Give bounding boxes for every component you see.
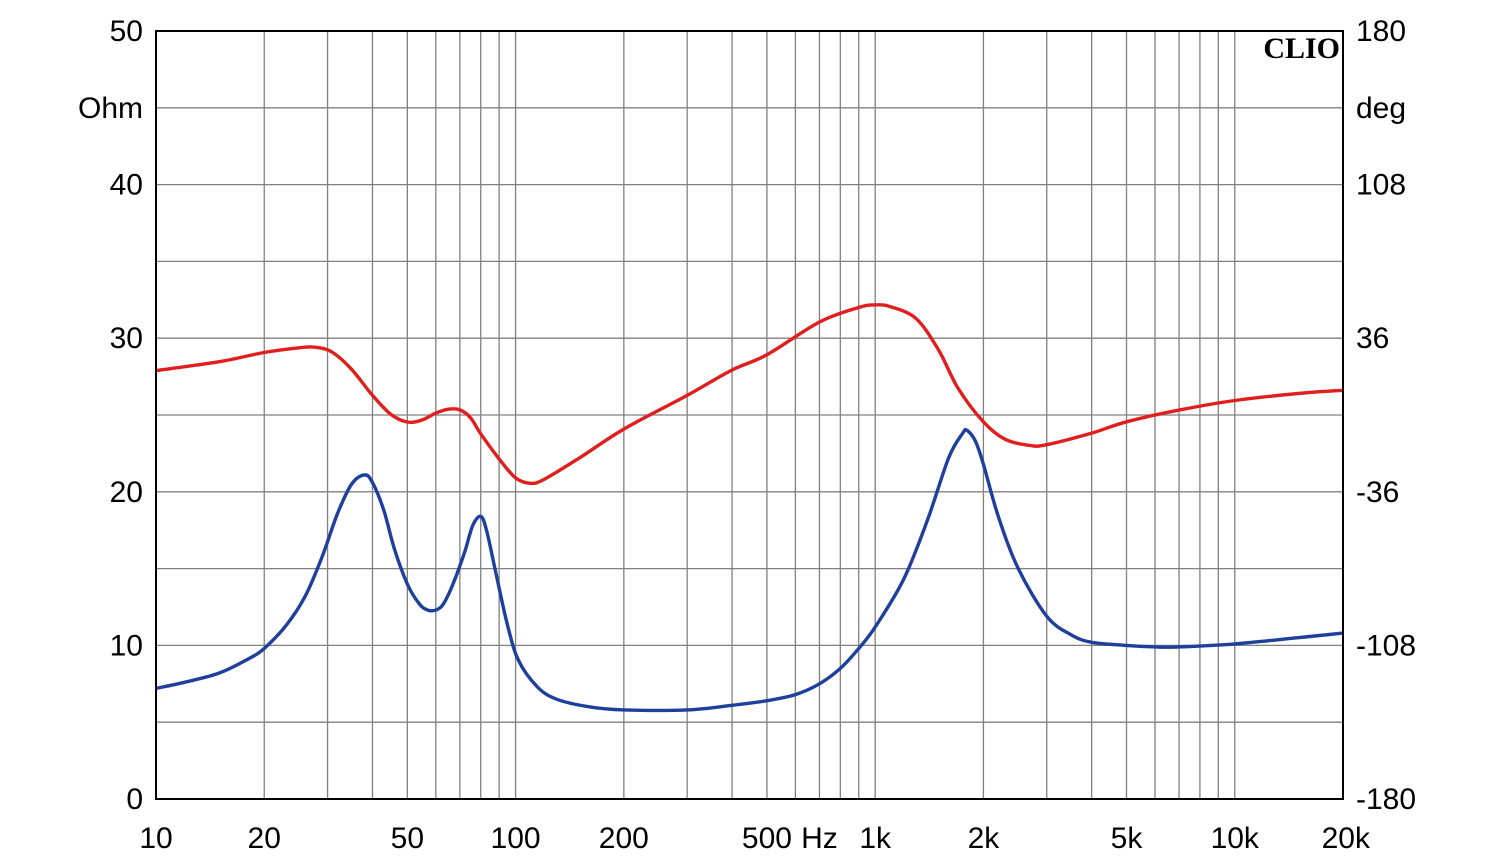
impedance-curve: [155, 427, 1344, 713]
x-tick-label: 1k: [859, 822, 892, 855]
x-tick-label: 100: [491, 822, 541, 855]
right-tick-label: -108: [1356, 629, 1416, 662]
left-tick-label: 10: [110, 629, 143, 662]
right-unit-label: deg: [1356, 92, 1406, 125]
left-tick-label: 30: [110, 322, 143, 355]
x-tick-label: 10: [139, 822, 172, 855]
right-tick-label: 36: [1356, 322, 1389, 355]
left-unit-label: Ohm: [78, 92, 143, 125]
x-tick-label: 20: [248, 822, 281, 855]
grid: [155, 30, 1344, 800]
left-tick-label: 0: [126, 783, 143, 816]
x-tick-label: 20k: [1322, 822, 1371, 855]
axis-labels: 10 20 50 100 200 500 1k 2k 5k 10k 20k Hz 0 10 20 30 40 50…: [78, 15, 1416, 855]
brand-label: CLIO: [1263, 32, 1340, 65]
right-tick-label: 108: [1356, 169, 1406, 202]
right-tick-label: -36: [1356, 476, 1399, 509]
left-tick-label: 50: [110, 15, 143, 48]
x-unit-label: Hz: [801, 822, 838, 855]
x-tick-label: 10k: [1211, 822, 1260, 855]
plot-frame: [155, 30, 1344, 800]
curves: [155, 303, 1344, 713]
x-tick-label: 50: [391, 822, 424, 855]
left-tick-label: 40: [110, 169, 143, 202]
right-tick-label: -180: [1356, 783, 1416, 816]
x-tick-label: 5k: [1111, 822, 1144, 855]
x-tick-label: 2k: [968, 822, 1001, 855]
x-tick-label: 500: [742, 822, 792, 855]
x-tick-label: 200: [599, 822, 649, 855]
phase-curve: [155, 303, 1344, 486]
left-tick-label: 20: [110, 476, 143, 509]
right-tick-label: 180: [1356, 15, 1406, 48]
